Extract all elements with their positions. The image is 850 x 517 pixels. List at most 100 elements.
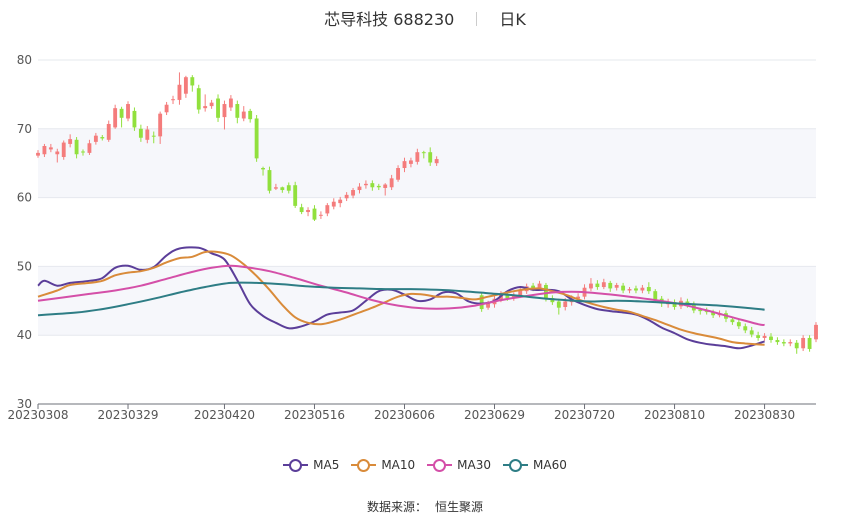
stock-title: 芯导科技 688230 [324,10,455,29]
candle [595,280,600,290]
candle [396,165,400,182]
legend-item-ma60[interactable]: MA60 [503,458,567,472]
legend-swatch-icon [503,458,529,472]
candle [762,333,767,341]
candle [273,183,278,191]
candle-body [556,301,561,308]
candle [293,181,298,208]
candle-body [428,152,433,163]
candle [608,280,613,292]
candle [68,134,73,148]
candle-body [634,288,638,291]
candle-body [749,330,754,335]
candle-body [81,151,85,153]
candle [87,139,92,155]
candle-body [730,319,735,323]
candle-body [762,335,767,338]
moving-average-lines [37,246,765,350]
candle-body [351,190,355,196]
candle-body [306,209,310,213]
x-tick-label: 20230720 [554,408,615,422]
candle-body [486,303,491,308]
candle [235,100,240,124]
candle-body [100,137,105,139]
candle [383,183,388,196]
candle-body [235,104,240,118]
candle [203,94,208,112]
candle [318,211,323,219]
candle-body [222,104,227,118]
candle-body [312,208,317,220]
candle-body [531,285,536,289]
candle [640,284,645,294]
candle-body [241,111,246,119]
candle [126,101,130,122]
candle-body [357,186,362,191]
legend-swatch-icon [427,458,453,472]
candle [646,282,651,294]
candle [672,299,677,310]
candle-body [595,283,600,288]
candle-body [640,287,645,291]
candle [434,156,439,166]
candle [814,322,818,343]
candle [48,143,53,153]
candle [363,180,368,189]
candle [376,183,381,191]
candle-body [48,147,53,150]
ma-line-ma10 [37,250,765,346]
candle [556,298,561,315]
candle [61,140,66,160]
candle [55,148,60,163]
candle-body [190,77,195,86]
candle-body [318,214,323,216]
candle-body [158,113,163,137]
candle-body [248,110,253,120]
candle [299,203,304,215]
candle [254,115,259,162]
candle [286,182,291,194]
candle-body [434,159,439,164]
candle [196,84,201,114]
candle [132,107,137,131]
candle-body [331,201,336,207]
legend-item-ma5[interactable]: MA5 [283,458,339,472]
candle [788,339,793,347]
candle [325,203,330,217]
candle [100,134,105,141]
candle [621,282,626,294]
candle [138,124,143,142]
candle-body [171,99,175,101]
candle [151,131,156,144]
candle [312,205,317,221]
candle-body [203,106,208,109]
candle-body [344,194,349,199]
candle-body [183,77,188,94]
candle [357,183,362,194]
candle [209,99,214,109]
candle [119,106,124,128]
candle-body [505,293,510,299]
candle [74,137,79,159]
candle-body [209,102,214,107]
candle-body [685,301,690,305]
candle [228,95,233,111]
candle [106,120,111,142]
candle-body [698,309,703,312]
y-axis: 30 40 50 60 70 80 [17,53,32,411]
candle-body [273,187,278,189]
legend-item-ma10[interactable]: MA10 [351,458,415,472]
candle-body [68,139,73,144]
data-source: 数据来源： 恒生聚源 [0,498,850,515]
candle [756,331,761,341]
candle [408,157,413,168]
legend-item-ma30[interactable]: MA30 [427,458,491,472]
legend-label: MA10 [381,458,416,472]
candle [248,108,253,123]
candle-body [119,108,124,118]
candle-body [254,118,259,159]
x-tick-label: 20230329 [97,408,158,422]
candle [190,75,195,92]
candle-body [794,342,799,349]
candle-body [93,135,98,142]
